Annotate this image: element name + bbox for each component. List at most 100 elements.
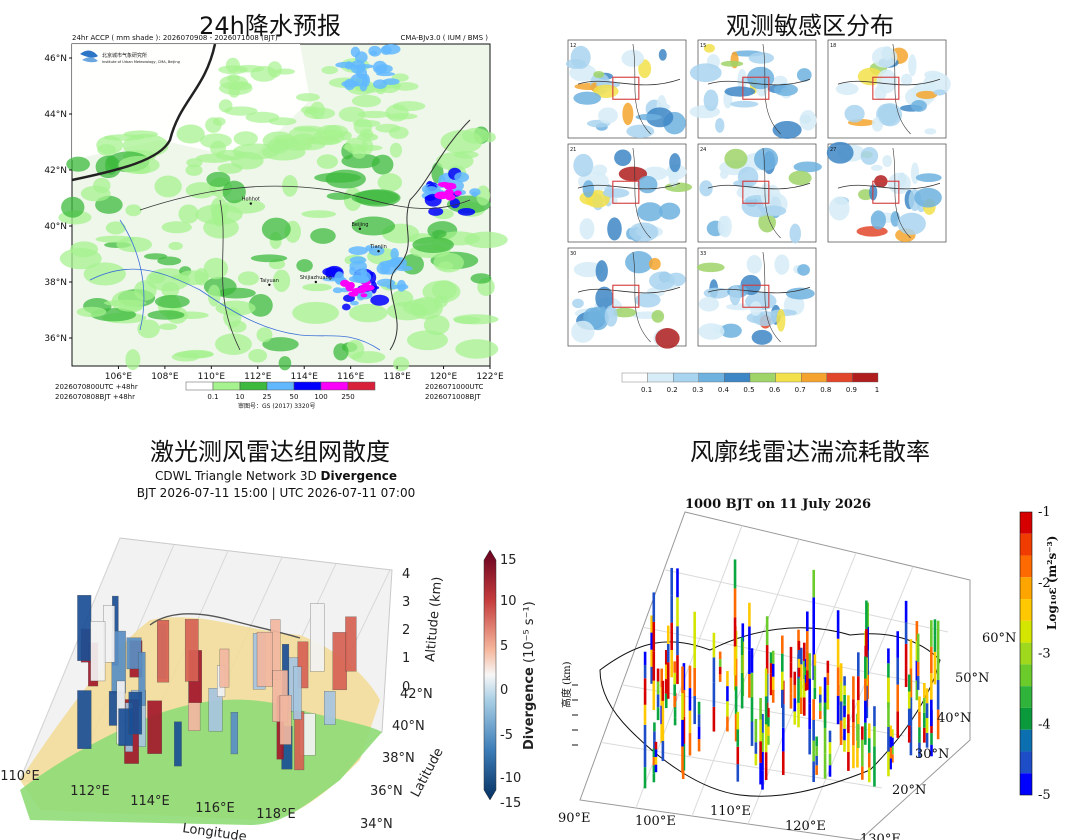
divergence-column xyxy=(256,631,273,687)
precip-heavy-cell xyxy=(348,246,368,256)
precip-legend-tick: 25 xyxy=(263,393,272,401)
precip-legend-swatch xyxy=(293,381,322,391)
sensitivity-colorbar-swatch xyxy=(621,372,648,383)
divergence-ztick: 1 xyxy=(402,651,410,666)
sensitivity-cell xyxy=(572,298,584,309)
precip-heavy-cell xyxy=(344,61,354,70)
precip-lon-axis: 106°E 108°E 110°E 112°E 114°E 116°E 118°E 120°E… xyxy=(105,366,504,382)
precip-rain-cell xyxy=(322,124,349,138)
precip-rain-cell xyxy=(293,125,323,132)
precip-rain-cell xyxy=(137,319,160,339)
dissipation-ytick: 40°N xyxy=(937,711,971,726)
divergence-column xyxy=(77,595,92,661)
dissipation-colorbar-swatch xyxy=(1020,751,1032,774)
precip-rain-cell xyxy=(351,190,399,205)
sensitivity-cell xyxy=(758,212,776,233)
divergence-cbar-tick: -5 xyxy=(500,728,513,743)
dissipation-ytick: 30°N xyxy=(915,747,949,762)
precip-heavy-cell xyxy=(365,245,374,251)
sensitivity-cell xyxy=(924,70,942,79)
precip-legend-swatch xyxy=(239,381,268,391)
precip-heavy-cell xyxy=(370,294,390,306)
precip-rain-cell xyxy=(154,295,190,309)
precip-heavy-cell xyxy=(471,191,479,197)
precip-extreme-cell xyxy=(444,189,454,196)
precip-rain-cell xyxy=(161,221,192,234)
sensitivity-cell xyxy=(760,182,772,206)
divergence-column xyxy=(310,603,325,672)
precip-rain-cell xyxy=(272,269,291,292)
divergence-column xyxy=(128,691,143,735)
divergence-column xyxy=(230,712,239,755)
precip-rain-cell xyxy=(168,241,183,251)
sensitivity-cell xyxy=(724,86,756,97)
precip-rain-cell xyxy=(310,228,336,244)
precip-rain-cell xyxy=(185,164,203,176)
divergence-cbar-tick: -10 xyxy=(500,771,521,786)
precip-rain-cell xyxy=(203,216,239,239)
precip-rain-cell xyxy=(159,323,178,331)
panel4-heading: 风廓线雷达湍流耗散率 xyxy=(690,438,930,466)
sensitivity-border xyxy=(632,147,651,239)
sensitivity-cell xyxy=(592,164,608,176)
precip-city-dot xyxy=(377,250,380,253)
sensitivity-border xyxy=(577,286,681,294)
precip-lon-label: 116°E xyxy=(337,372,365,382)
sensitivity-cell xyxy=(897,212,926,235)
sensitivity-cell xyxy=(776,309,786,332)
precip-rain-cell xyxy=(357,110,391,119)
precip-rain-cell xyxy=(453,314,499,325)
divergence-column xyxy=(297,641,309,689)
panel3-heading: 激光测风雷达组网散度 xyxy=(150,438,390,466)
divergence-cbar-tick: 15 xyxy=(500,553,517,568)
precip-heavy-cell xyxy=(350,60,366,74)
sensitivity-panel-18: 18 xyxy=(827,39,951,139)
divergence-column xyxy=(77,690,92,749)
divergence-ytick: 38°N xyxy=(382,751,415,766)
divergence-xtick: 116°E xyxy=(195,801,235,816)
dissipation-cbar-tick: -2 xyxy=(1038,576,1051,591)
precip-rain-cell xyxy=(282,174,298,197)
divergence-xtick: 110°E xyxy=(0,769,40,784)
precip-rain-cell xyxy=(386,301,428,321)
divergence-column xyxy=(219,648,230,688)
sensitivity-panel-label: 18 xyxy=(830,43,836,49)
sensitivity-target-box xyxy=(872,180,900,204)
dissipation-colorbar: -1 -2 -3 -4 -5 xyxy=(1019,505,1051,803)
precip-heavy-cell xyxy=(379,260,397,268)
precip-rain-cell xyxy=(476,185,491,206)
sensitivity-cell xyxy=(772,120,802,139)
sensitivity-cell xyxy=(915,173,942,183)
precip-rain-cell xyxy=(393,356,410,372)
sensitivity-cell xyxy=(669,153,681,173)
sensitivity-cell xyxy=(625,251,653,274)
precip-fill-layer xyxy=(58,43,508,372)
precip-rain-cell xyxy=(176,124,205,144)
dissipation-xtick: 100°E xyxy=(635,814,676,829)
sensitivity-panel-grid: 12 15 18 21 24 27 30 33 xyxy=(565,39,951,349)
sensitivity-cell xyxy=(870,164,883,171)
precip-logo: 北京城市气象研究所 Institute of Urban Meteorology… xyxy=(80,50,180,64)
precip-rain-cell xyxy=(185,182,217,199)
sensitivity-cell xyxy=(788,170,812,186)
precip-rain-cell xyxy=(97,144,116,156)
sensitivity-colorbar-swatch xyxy=(647,372,674,383)
sensitivity-colorbar-tick: 0.5 xyxy=(743,386,754,394)
precip-coastline xyxy=(389,119,471,351)
sensitivity-cell xyxy=(595,286,614,310)
precip-rain-cell xyxy=(314,172,361,183)
divergence-column xyxy=(208,688,223,732)
dissipation-coastline xyxy=(599,627,941,797)
precip-rain-cell xyxy=(333,343,349,361)
divergence-column xyxy=(332,632,347,691)
precip-rain-cell xyxy=(305,106,319,115)
precip-rain-cell xyxy=(200,133,232,149)
sensitivity-cell xyxy=(607,217,622,241)
precip-rain-cell xyxy=(301,210,337,218)
sensitivity-cell xyxy=(729,285,741,306)
divergence-xtick: 118°E xyxy=(256,807,296,822)
precip-heavy-cell xyxy=(355,275,369,283)
sensitivity-cell xyxy=(737,166,759,188)
precip-rain-cell xyxy=(103,134,145,141)
sensitivity-border xyxy=(892,43,911,135)
